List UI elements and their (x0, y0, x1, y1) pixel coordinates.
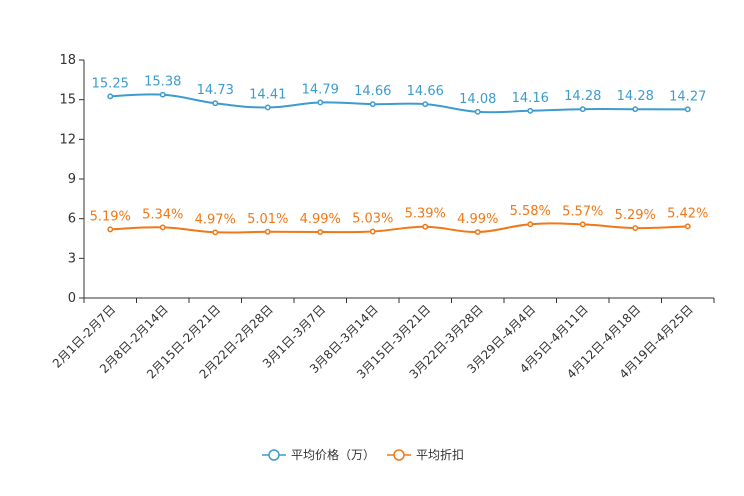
data-label: 4.99% (300, 212, 341, 227)
series-1: 5.19% 5.34% 4.97% 5.01% 4.99% 5.03% 5.39% 4.99%… (90, 204, 708, 236)
series-line (110, 222, 688, 234)
data-point[interactable] (527, 107, 534, 114)
data-point[interactable] (369, 228, 376, 235)
data-label: 5.03% (352, 211, 393, 226)
y-tick-label: 6 (68, 212, 76, 227)
data-point[interactable] (527, 221, 534, 228)
data-label: 14.79 (302, 82, 339, 97)
data-point[interactable] (264, 104, 271, 111)
data-label: 5.19% (90, 209, 131, 224)
data-label: 14.08 (459, 92, 496, 107)
series-layer: 15.25 15.38 14.73 14.41 14.79 14.66 14.66 14.08… (90, 75, 708, 236)
data-label: 5.29% (615, 208, 656, 223)
data-label: 5.39% (405, 207, 446, 222)
data-point[interactable] (264, 228, 271, 235)
y-tick-label: 0 (68, 291, 76, 306)
data-label: 14.16 (512, 91, 549, 106)
y-tick-label: 12 (59, 132, 76, 147)
data-point[interactable] (212, 229, 219, 236)
legend-item-1[interactable]: 平均折扣 (387, 447, 464, 462)
data-label: 14.28 (564, 89, 601, 104)
legend-marker-icon (268, 449, 280, 461)
legend-label: 平均价格（万） (291, 447, 375, 462)
data-point[interactable] (159, 91, 166, 98)
data-point[interactable] (632, 106, 639, 113)
y-tick-label: 3 (68, 251, 76, 266)
data-point[interactable] (579, 106, 586, 113)
data-label: 5.58% (510, 204, 551, 219)
data-label: 14.28 (617, 89, 654, 104)
data-label: 14.27 (669, 89, 706, 104)
data-label: 5.42% (667, 206, 708, 221)
data-label: 5.01% (247, 212, 288, 227)
legend-item-0[interactable]: 平均价格（万） (262, 447, 375, 462)
y-tick-label: 15 (59, 93, 76, 108)
data-label: 5.57% (562, 204, 603, 219)
series-0: 15.25 15.38 14.73 14.41 14.79 14.66 14.66 14.08… (92, 75, 706, 115)
data-point[interactable] (474, 229, 481, 235)
y-tick-label: 9 (68, 172, 76, 187)
data-point[interactable] (317, 99, 324, 106)
data-point[interactable] (317, 229, 324, 235)
data-point[interactable] (369, 101, 376, 108)
series-line (110, 93, 688, 114)
data-label: 4.99% (457, 212, 498, 227)
data-point[interactable] (107, 93, 114, 100)
data-point[interactable] (422, 101, 429, 108)
legend-marker-icon (393, 449, 405, 461)
data-point[interactable] (632, 225, 639, 232)
data-point[interactable] (684, 223, 691, 230)
y-tick-label: 18 (59, 53, 76, 68)
data-label: 14.41 (249, 87, 286, 102)
data-label: 14.66 (407, 84, 444, 99)
data-point[interactable] (684, 106, 691, 113)
legend: 平均价格（万） 平均折扣 (262, 447, 464, 462)
data-point[interactable] (474, 108, 481, 115)
data-label: 15.25 (92, 76, 129, 91)
data-point[interactable] (579, 221, 586, 228)
data-label: 14.73 (197, 83, 234, 98)
legend-label: 平均折扣 (416, 447, 464, 462)
data-point[interactable] (422, 223, 429, 230)
data-label: 14.66 (354, 84, 391, 99)
data-label: 5.34% (142, 207, 183, 222)
data-point[interactable] (107, 226, 114, 233)
data-label: 4.97% (195, 212, 236, 227)
data-label: 15.38 (144, 75, 181, 90)
data-point[interactable] (159, 224, 166, 231)
data-point[interactable] (212, 100, 219, 107)
